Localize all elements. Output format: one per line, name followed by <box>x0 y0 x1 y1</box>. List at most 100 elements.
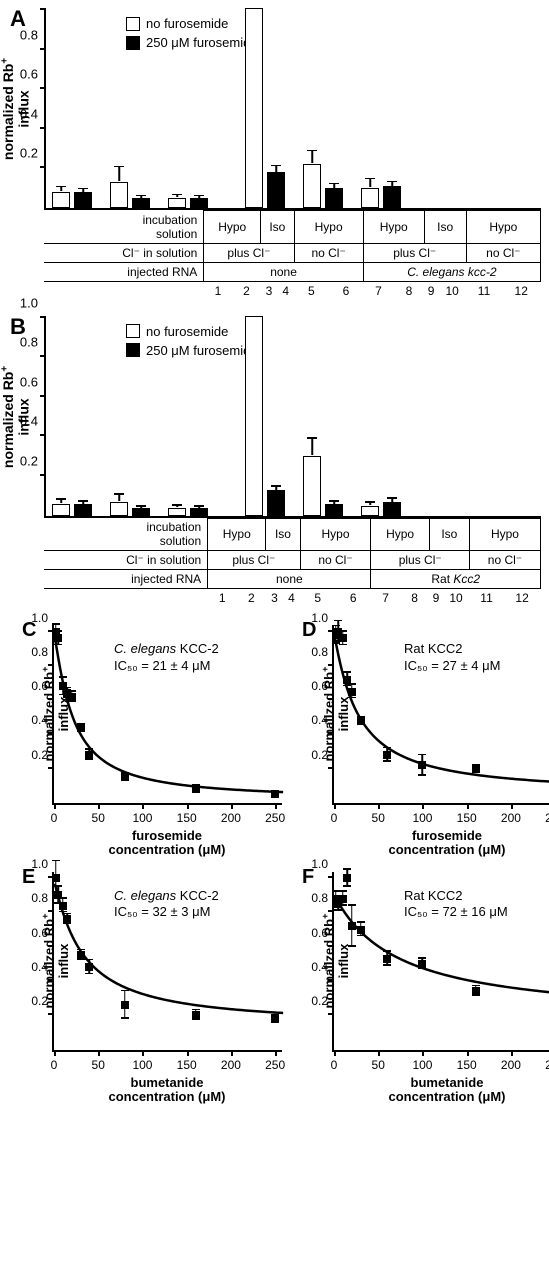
bar-4 <box>132 198 150 208</box>
cond-cell: Iso <box>261 211 294 244</box>
cond-cell: plus Cl⁻ <box>208 551 300 570</box>
xlabel-D: furosemideconcentration (μM) <box>332 829 549 858</box>
panel-B: B normalized Rb+influx no furosemide 250… <box>8 318 541 608</box>
bar-6 <box>190 508 208 516</box>
ytick-label: 0.8 <box>302 645 328 659</box>
panel-A: A normalized Rb+influx no furosemide 250… <box>8 10 541 300</box>
xtick-label: 0 <box>51 1058 58 1072</box>
legend-label-1: no furosemide <box>146 16 228 31</box>
ytick-label: 0.2 <box>302 748 328 762</box>
ytick-label: 0.6 <box>302 926 328 940</box>
col-num: 2 <box>232 281 260 300</box>
bar-12 <box>383 186 401 208</box>
ytick-label: 0.4 <box>22 713 48 727</box>
cond-cell: Hypo <box>204 211 261 244</box>
xtick-label: 100 <box>412 1058 432 1072</box>
cond-cell: Hypo <box>371 518 429 551</box>
bar-7 <box>245 8 263 208</box>
swatch-black <box>126 36 140 50</box>
ytick-label: 0.6 <box>10 67 38 82</box>
cond-cell: Hypo <box>469 518 540 551</box>
cond-cell: Hypo <box>466 211 540 244</box>
legend-B: no furosemide 250 μM furosemide <box>126 324 258 362</box>
ytick-label: 1.0 <box>10 295 38 310</box>
cond-cell: no Cl⁻ <box>294 243 363 262</box>
ytick-label: 0.4 <box>302 960 328 974</box>
xtick-label: 200 <box>221 1058 241 1072</box>
cond-cell: Hypo <box>208 518 266 551</box>
xlabel-C: furosemideconcentration (μM) <box>52 829 282 858</box>
cond-cell: none <box>208 570 371 589</box>
xtick-label: 50 <box>92 1058 105 1072</box>
cond-cell: no Cl⁻ <box>469 551 540 570</box>
panel-C: C normalized Rb+influx C. elegans KCC-2I… <box>52 625 282 858</box>
xtick-label: 250 <box>265 1058 285 1072</box>
xtick-label: 100 <box>132 1058 152 1072</box>
bar-chart-A: normalized Rb+influx no furosemide 250 μ… <box>44 10 541 210</box>
col-num: 6 <box>329 281 364 300</box>
col-num: 8 <box>400 589 429 608</box>
ytick-label: 0.8 <box>10 27 38 42</box>
xtick-label: 150 <box>177 1058 197 1072</box>
bar-5 <box>168 198 186 208</box>
xlabel-E: bumetanideconcentration (μM) <box>52 1076 282 1105</box>
bar-1 <box>52 504 70 516</box>
cond-cell: C. elegans kcc-2 <box>363 262 540 281</box>
xtick-label: 200 <box>221 811 241 825</box>
scatter-F: normalized Rb+influx Rat KCC2IC₅₀ = 72 ±… <box>332 872 549 1052</box>
cond-cell: Hypo <box>363 211 424 244</box>
xtick-label: 100 <box>132 811 152 825</box>
bar-7 <box>245 316 263 516</box>
col-num: 11 <box>469 589 503 608</box>
col-num: 10 <box>438 281 466 300</box>
cond-table-A: incubationsolutionHypoIsoHypoHypoIsoHypo… <box>44 210 541 300</box>
xtick-label: 200 <box>501 811 521 825</box>
ytick-label: 0.6 <box>22 926 48 940</box>
cond-cell: Iso <box>266 518 300 551</box>
legend-label-2: 250 μM furosemide <box>146 35 258 50</box>
col-num: 8 <box>394 281 424 300</box>
xtick-label: 150 <box>457 1058 477 1072</box>
col-num: 4 <box>283 589 300 608</box>
ytick-label: 0.6 <box>302 679 328 693</box>
cond-cell: none <box>204 262 363 281</box>
ytick-label: 0.2 <box>302 994 328 1008</box>
bar-10 <box>325 188 343 208</box>
col-num: 6 <box>335 589 371 608</box>
xtick-label: 200 <box>501 1058 521 1072</box>
scatter-E: normalized Rb+influx C. elegans KCC-2IC₅… <box>52 872 282 1052</box>
ytick-label: 0.2 <box>10 453 38 468</box>
ytick-label: 1.0 <box>22 857 48 871</box>
col-num: 1 <box>208 589 237 608</box>
ytick-label: 0.2 <box>10 146 38 161</box>
ytick-label: 0.2 <box>22 748 48 762</box>
ytick-label: 0.4 <box>302 713 328 727</box>
legend-A: no furosemide 250 μM furosemide <box>126 16 258 54</box>
col-num: 12 <box>502 281 541 300</box>
bar-4 <box>132 508 150 516</box>
bar-2 <box>74 192 92 208</box>
bar-9 <box>303 456 321 516</box>
cond-cell: Hypo <box>300 518 371 551</box>
cond-cell: plus Cl⁻ <box>363 243 466 262</box>
xtick-label: 100 <box>412 811 432 825</box>
bar-chart-B: normalized Rb+influx no furosemide 250 μ… <box>44 318 541 518</box>
col-num: 10 <box>443 589 470 608</box>
col-num: 11 <box>466 281 502 300</box>
xtick-label: 250 <box>545 1058 549 1072</box>
cond-cell: no Cl⁻ <box>300 551 371 570</box>
cond-cell: plus Cl⁻ <box>371 551 469 570</box>
bar-8 <box>267 172 285 208</box>
ytick-label: 1.0 <box>10 0 38 3</box>
col-num: 1 <box>204 281 232 300</box>
cond-cell: Rat Kcc2 <box>371 570 541 589</box>
col-num: 7 <box>363 281 393 300</box>
ytick-label: 1.0 <box>22 611 48 625</box>
bar-12 <box>383 502 401 516</box>
col-num: 12 <box>504 589 541 608</box>
ytick-label: 0.8 <box>302 891 328 905</box>
swatch-white <box>126 17 140 31</box>
bar-6 <box>190 198 208 208</box>
ytick-label: 0.6 <box>22 679 48 693</box>
xtick-label: 250 <box>545 811 549 825</box>
